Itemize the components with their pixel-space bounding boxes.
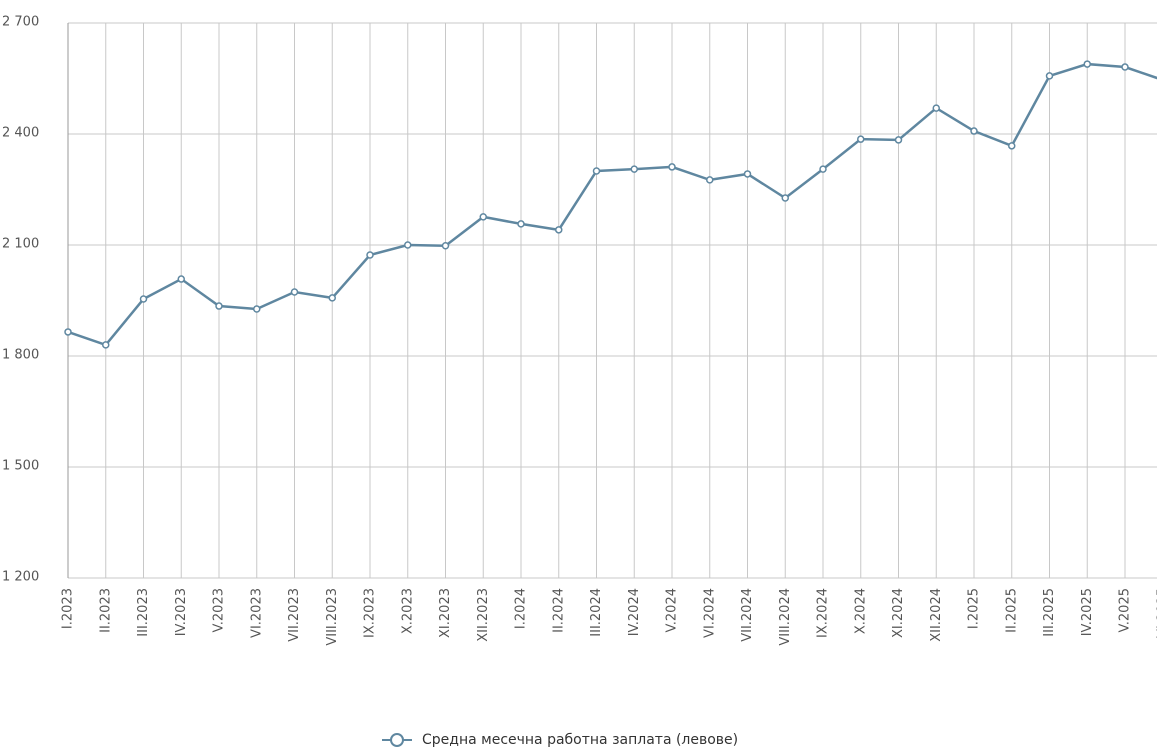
- point: [592, 167, 601, 175]
- point: [139, 295, 148, 303]
- x-tick-label: III.2024: [589, 588, 604, 637]
- x-tick-label: XI.2023: [438, 588, 453, 638]
- point: [555, 226, 563, 234]
- point: [781, 194, 789, 202]
- point: [894, 136, 903, 144]
- x-tick-label: VII.2023: [287, 588, 302, 642]
- point: [517, 220, 525, 228]
- x-tick-label: V.2024: [665, 588, 680, 632]
- point: [1045, 72, 1054, 80]
- point: [743, 170, 752, 178]
- x-tick-label: IV.2025: [1080, 588, 1095, 636]
- point: [64, 328, 72, 336]
- point: [177, 275, 185, 283]
- line: [67, 62, 1157, 347]
- x-tick-label: V.2023: [212, 588, 227, 632]
- x-tick-label: III.2023: [136, 588, 151, 637]
- x-tick-label: VII.2024: [740, 588, 755, 642]
- point: [1008, 142, 1016, 150]
- point: [668, 163, 676, 171]
- legend-marker: [390, 733, 404, 747]
- point: [819, 165, 827, 173]
- point: [479, 213, 487, 221]
- x-tick-label: X.2024: [853, 588, 868, 634]
- point: [857, 135, 865, 143]
- point: [1083, 60, 1091, 68]
- legend-label: Средна месечна работна заплата (левове): [422, 732, 738, 748]
- y-tick-label: 2 700: [2, 15, 39, 30]
- point: [366, 251, 374, 259]
- y-tick-label: 2 400: [2, 126, 39, 141]
- x-tick-label: II.2025: [1004, 588, 1019, 633]
- x-tick-label: VI.2023: [249, 588, 264, 638]
- x-tick-label: V.2025: [1118, 588, 1133, 632]
- point: [970, 127, 978, 135]
- point: [932, 104, 940, 112]
- x-tick-label: IX.2023: [363, 588, 378, 638]
- y-tick-label: 1 200: [2, 570, 39, 585]
- x-tick-label: II.2023: [98, 588, 113, 633]
- y-tick-label: 1 500: [2, 459, 39, 474]
- point: [441, 241, 450, 250]
- point: [290, 288, 299, 296]
- x-tick-label: III.2025: [1042, 588, 1057, 637]
- point: [253, 305, 261, 313]
- x-tick-label: IV.2023: [174, 588, 189, 636]
- point: [706, 176, 714, 184]
- x-tick-label: IX.2024: [816, 588, 831, 638]
- x-tick-label: VIII.2024: [778, 588, 793, 646]
- x-tick-label: VI.2025: [1155, 588, 1157, 638]
- x-tick-label: X.2023: [400, 588, 415, 634]
- x-tick-label: I.2024: [514, 588, 529, 629]
- point: [328, 294, 336, 302]
- x-tick-label: VI.2024: [702, 588, 717, 638]
- point: [215, 302, 223, 310]
- x-tick-label: XII.2023: [476, 588, 491, 642]
- x-tick-label: II.2024: [551, 588, 566, 633]
- y-tick-label: 1 800: [2, 348, 39, 363]
- x-tick-label: I.2025: [967, 588, 982, 629]
- point: [404, 241, 412, 249]
- x-tick-label: XII.2024: [929, 588, 944, 642]
- x-tick-label: I.2023: [61, 588, 76, 629]
- x-tick-label: XI.2024: [891, 588, 906, 638]
- x-tick-label: IV.2024: [627, 588, 642, 636]
- point: [630, 165, 638, 173]
- point: [1121, 63, 1129, 71]
- x-tick-label: VIII.2023: [325, 588, 340, 646]
- point: [102, 341, 110, 349]
- y-tick-label: 2 100: [2, 237, 39, 252]
